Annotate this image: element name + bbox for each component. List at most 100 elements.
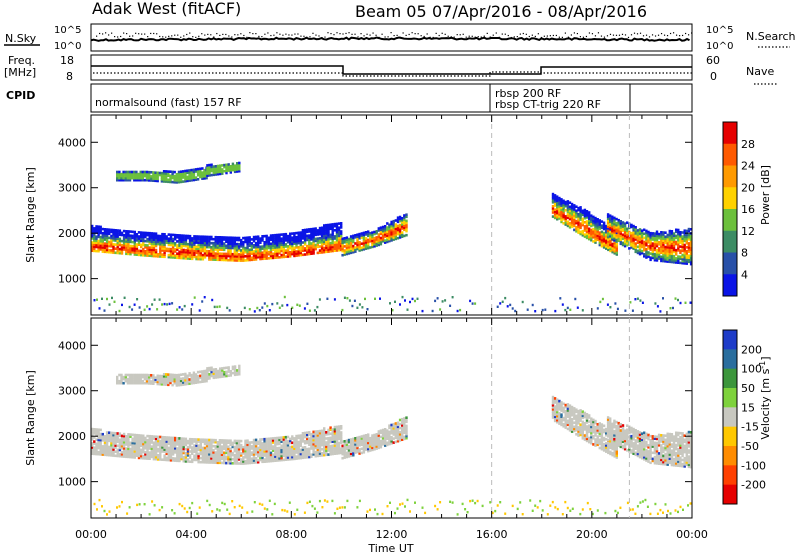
noise-search-point <box>456 34 458 36</box>
velocity-cell <box>171 436 175 440</box>
noise-search-point <box>522 32 524 35</box>
power-cell <box>403 222 406 225</box>
velocity-cell <box>110 450 113 453</box>
velocity-cell <box>95 444 98 448</box>
power-cell <box>233 236 236 240</box>
velocity-cell <box>154 453 158 457</box>
power-cell <box>193 249 196 252</box>
power-cell <box>254 256 258 259</box>
power-cell <box>171 239 175 243</box>
velocity-cell <box>171 453 175 456</box>
power-cell <box>110 236 113 240</box>
velocity-cell <box>240 460 243 463</box>
velocity-cell <box>340 437 343 440</box>
power-cell <box>186 245 190 248</box>
power-cell <box>127 252 130 256</box>
velocity-cell <box>105 437 109 440</box>
power-cell <box>568 213 572 217</box>
velocity-cell <box>274 443 277 446</box>
power-cell <box>679 233 682 236</box>
velocity-cell <box>405 416 408 419</box>
velocity-cell <box>233 449 236 453</box>
power-cell <box>199 255 202 259</box>
velocity-cell <box>203 459 207 462</box>
velocity-cell <box>108 445 111 449</box>
power-cell <box>276 241 279 245</box>
noise-search-point <box>138 33 140 35</box>
power-cell <box>575 215 578 219</box>
velocity-cell <box>369 441 372 444</box>
velocity-cell <box>333 440 337 443</box>
freq-trace <box>91 65 692 75</box>
power-cell <box>295 244 298 247</box>
velocity-cell <box>553 397 557 400</box>
power-cell <box>150 236 153 239</box>
velocity-cell <box>333 434 337 437</box>
velocity-cell <box>295 447 298 450</box>
velocity-cell <box>116 450 119 454</box>
power-cell <box>333 235 337 238</box>
velocity-cell <box>127 439 130 442</box>
power-cell <box>337 222 341 225</box>
power-cell <box>158 173 161 177</box>
power-cell <box>379 238 383 242</box>
power-cell <box>626 221 629 224</box>
power-cell <box>306 248 309 252</box>
velocity-cell <box>316 450 319 454</box>
noise-search-point <box>333 34 335 36</box>
power-cell <box>129 234 132 237</box>
velocity-cell <box>161 450 164 453</box>
velocity-cell <box>291 437 294 440</box>
velocity-cell <box>358 450 361 453</box>
velocity-cell <box>306 431 309 434</box>
power-cell <box>254 245 258 249</box>
velocity-cell <box>278 448 281 452</box>
power-cell <box>398 219 402 223</box>
velocity-cell <box>308 447 311 451</box>
velocity-cell <box>286 441 290 445</box>
velocity-cell <box>553 413 557 417</box>
power-cell <box>291 236 294 239</box>
power-cell <box>312 241 315 245</box>
power-cell <box>381 235 385 239</box>
power-cell <box>325 250 328 254</box>
velocity-cell <box>225 366 228 370</box>
velocity-cell <box>231 451 234 455</box>
power-cell <box>297 245 300 249</box>
freq-panel: Freq. [MHz] 18 8 60 0 Nave <box>4 54 778 85</box>
power-cell <box>252 237 256 241</box>
power-cell <box>679 257 682 261</box>
power-cell <box>316 233 319 236</box>
power-cell <box>379 230 383 234</box>
noise-search-point <box>417 33 419 35</box>
power-cell <box>672 250 676 254</box>
power-cell <box>210 235 213 239</box>
power-cell <box>617 227 620 230</box>
power-cell <box>392 228 395 231</box>
power-cell <box>352 234 355 238</box>
power-cell <box>152 254 156 258</box>
velocity-cell <box>248 449 251 452</box>
velocity-cell <box>242 456 245 459</box>
power-cell <box>327 225 330 229</box>
power-cell <box>184 244 188 248</box>
velocity-cell <box>93 448 96 452</box>
power-cell <box>581 223 584 227</box>
velocity-cell <box>248 459 251 463</box>
power-cell <box>558 205 561 208</box>
velocity-cell <box>303 456 307 459</box>
velocity-cell <box>174 447 177 450</box>
power-cell <box>278 243 281 247</box>
velocity-cell <box>150 453 153 457</box>
velocity-cell <box>331 430 334 433</box>
power-cell <box>598 219 601 222</box>
velocity-cell <box>186 458 190 461</box>
velocity-cell <box>154 445 158 449</box>
velocity-cell <box>186 454 190 457</box>
power-cell <box>573 210 576 213</box>
power-cell <box>174 254 177 257</box>
power-cell <box>267 252 271 256</box>
power-cell <box>583 208 587 212</box>
velocity-cell <box>223 457 226 461</box>
power-cell <box>169 249 173 253</box>
